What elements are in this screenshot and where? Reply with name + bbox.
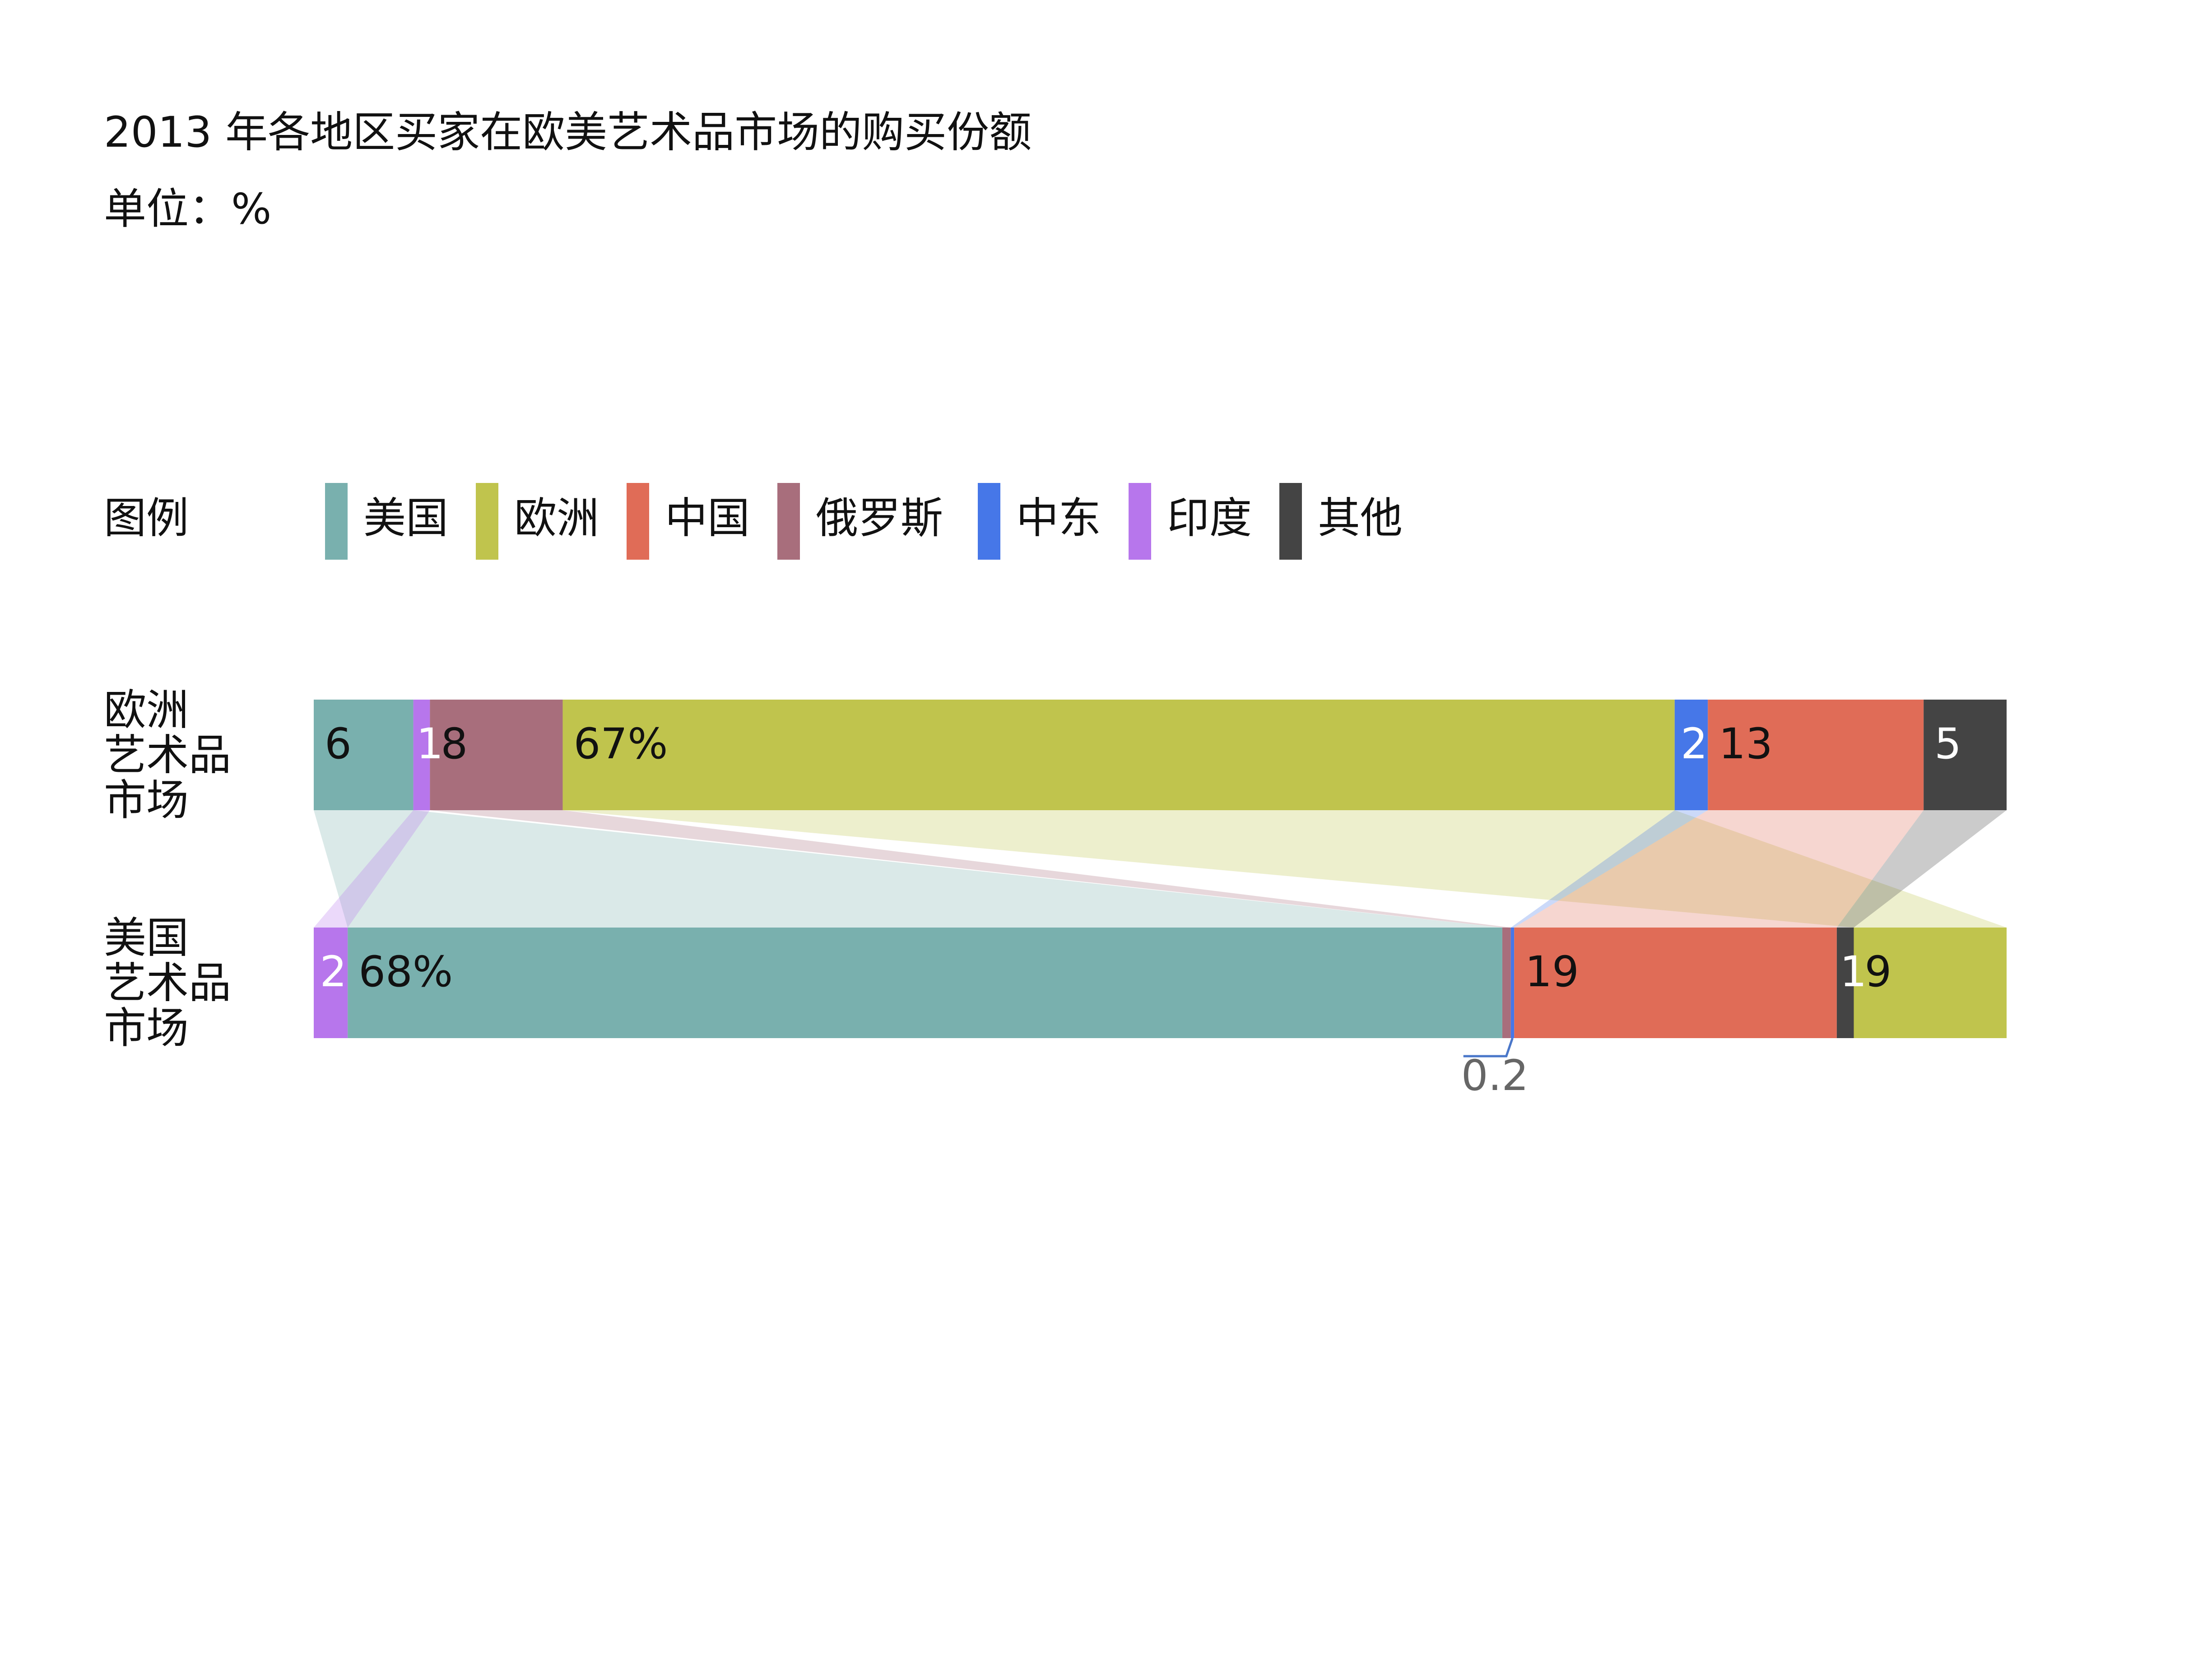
bar-segment-1-印度 <box>314 928 348 1038</box>
bar-label-0-俄罗斯: 8 <box>441 719 468 769</box>
bars <box>314 700 2007 1038</box>
row-label-0-2: 市场 <box>104 776 189 825</box>
legend-swatch-欧洲 <box>476 483 498 560</box>
legend-item-俄罗斯: 俄罗斯 <box>816 494 943 543</box>
legend-item-欧洲: 欧洲 <box>514 494 599 543</box>
flow-band-俄罗斯 <box>430 810 1511 928</box>
legend-item-其他: 其他 <box>1318 494 1403 543</box>
flow-band-印度 <box>314 810 430 928</box>
bar-segment-1-俄罗斯 <box>1502 928 1511 1038</box>
chart-title: 2013 年各地区买家在欧美艺术品市场的购买份额 <box>104 108 1032 157</box>
flow-band-欧洲 <box>562 810 2007 928</box>
bar-segment-0-美国 <box>314 700 414 810</box>
row-label-1-0: 美国 <box>104 914 189 963</box>
flow-band-其他 <box>1836 810 2007 928</box>
bar-label-0-中东: 2 <box>1681 719 1708 769</box>
legend-item-美国: 美国 <box>363 494 448 543</box>
row-label-0-0: 欧洲 <box>104 686 189 735</box>
flow-bands <box>314 810 2007 928</box>
legend-title: 图例 <box>104 494 189 543</box>
legend-swatch-印度 <box>1129 483 1151 560</box>
bar-segment-0-俄罗斯 <box>430 700 563 810</box>
bar-segment-1-美国 <box>348 928 1502 1038</box>
legend-swatch-美国 <box>325 483 348 560</box>
bar-label-1-美国: 68% <box>358 947 453 997</box>
flow-band-美国 <box>314 810 1502 928</box>
bar-label-0-其他: 5 <box>1934 719 1961 769</box>
bar-label-1-其他: 1 <box>1840 947 1867 997</box>
bar-label-1-中国: 19 <box>1525 947 1579 997</box>
bar-segment-1-欧洲 <box>1854 928 2007 1038</box>
bar-label-1-印度: 2 <box>320 947 347 997</box>
legend-item-印度: 印度 <box>1167 494 1252 543</box>
bar-label-0-欧洲: 67% <box>573 719 668 769</box>
legend-item-中东: 中东 <box>1016 494 1101 543</box>
bar-segment-1-中东 <box>1510 928 1515 1038</box>
bar-label-0-美国: 6 <box>325 719 352 769</box>
bar-label-1-中东: 0.2 <box>1461 1051 1529 1100</box>
legend-swatch-中东 <box>978 483 1000 560</box>
legend-item-中国: 中国 <box>665 494 750 543</box>
bar-label-0-印度: 1 <box>416 719 443 769</box>
small-value-connector <box>1463 1038 1514 1058</box>
legend-swatch-其他 <box>1279 483 1302 560</box>
bar-segment-0-印度 <box>413 700 430 810</box>
bar-segment-0-欧洲 <box>562 700 1675 810</box>
row-label-1-2: 市场 <box>104 1004 189 1053</box>
bar-label-1-欧洲: 9 <box>1864 947 1891 997</box>
flow-band-中国 <box>1514 810 1924 928</box>
bar-segment-0-其他 <box>1924 700 2007 810</box>
bar-segment-0-中东 <box>1674 700 1708 810</box>
legend-swatch-中国 <box>627 483 649 560</box>
bar-segment-1-中国 <box>1514 928 1837 1038</box>
row-label-0-1: 艺术品 <box>104 731 231 780</box>
row-label-1-1: 艺术品 <box>104 959 231 1008</box>
bar-label-0-中国: 13 <box>1719 719 1773 769</box>
flow-band-中东 <box>1510 810 1708 928</box>
bar-segment-1-其他 <box>1836 928 1854 1038</box>
legend-swatch-俄罗斯 <box>777 483 800 560</box>
bar-segment-0-中国 <box>1708 700 1924 810</box>
legend: 美国 欧洲 中国 俄罗斯 中东 印度 其他 <box>325 483 1403 560</box>
chart-subtitle: 单位：% <box>104 185 271 234</box>
